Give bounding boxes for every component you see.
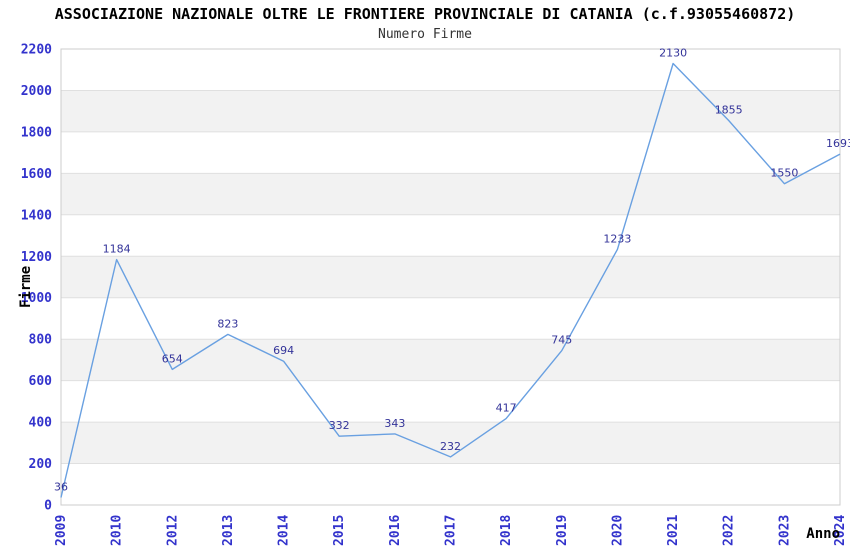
grid-band <box>61 49 840 91</box>
value-label: 1693 <box>826 137 850 150</box>
y-tick-label: 200 <box>29 457 53 472</box>
value-label: 654 <box>162 352 183 365</box>
y-tick-label: 1000 <box>21 291 52 306</box>
y-axis-title: Firme <box>18 266 34 308</box>
value-label: 36 <box>54 481 68 494</box>
value-label: 232 <box>440 440 461 453</box>
y-tick-label: 1400 <box>21 208 52 223</box>
value-label: 1855 <box>715 104 743 117</box>
grid-band <box>61 131 840 174</box>
grid-band <box>61 339 840 381</box>
value-label: 694 <box>273 344 294 357</box>
value-label: 417 <box>496 402 517 415</box>
plot-border <box>60 48 841 506</box>
grid-band <box>61 90 840 132</box>
y-tick-label: 400 <box>29 416 53 431</box>
grid-band <box>61 463 840 505</box>
x-tick-label: 2020 <box>610 515 625 546</box>
x-axis-title: Anno <box>806 526 840 542</box>
x-tick-label: 2022 <box>722 515 737 546</box>
value-label: 1233 <box>603 232 631 245</box>
y-tick-label: 600 <box>29 374 53 389</box>
x-tick-label: 2016 <box>388 515 403 546</box>
grid-band <box>61 256 840 298</box>
x-tick-label: 2009 <box>54 515 69 546</box>
value-label: 823 <box>217 317 238 330</box>
x-tick-label: 2018 <box>499 515 514 546</box>
x-tick-label: 2012 <box>165 515 180 546</box>
x-tick-label: 2019 <box>555 515 570 546</box>
y-tick-label: 1600 <box>21 167 52 182</box>
y-tick-label: 0 <box>44 499 52 514</box>
y-tick-label: 1800 <box>21 125 52 140</box>
value-label: 332 <box>329 419 350 432</box>
value-label: 745 <box>551 334 572 347</box>
grid-band <box>61 380 840 423</box>
value-label: 343 <box>384 417 405 430</box>
value-label: 1184 <box>103 243 131 256</box>
y-tick-label: 1200 <box>21 250 52 265</box>
chart-subtitle: Numero Firme <box>378 27 472 42</box>
value-label: 2130 <box>659 47 687 60</box>
x-tick-label: 2024 <box>833 515 848 546</box>
grid-band <box>61 297 840 340</box>
grid-band <box>61 173 840 215</box>
x-tick-label: 2010 <box>110 515 125 546</box>
grid-band <box>61 214 840 257</box>
x-tick-label: 2015 <box>332 515 347 546</box>
x-tick-label: 2023 <box>777 515 792 546</box>
y-tick-label: 800 <box>29 333 53 348</box>
x-tick-label: 2013 <box>221 515 236 546</box>
chart-title: ASSOCIAZIONE NAZIONALE OLTRE LE FRONTIER… <box>54 5 796 23</box>
data-line <box>60 62 841 498</box>
x-tick-label: 2021 <box>666 515 681 546</box>
value-label: 1550 <box>770 167 798 180</box>
x-tick-label: 2014 <box>277 515 292 546</box>
x-tick-label: 2017 <box>444 515 459 546</box>
y-tick-label: 2000 <box>21 84 52 99</box>
y-tick-label: 2200 <box>21 43 52 58</box>
